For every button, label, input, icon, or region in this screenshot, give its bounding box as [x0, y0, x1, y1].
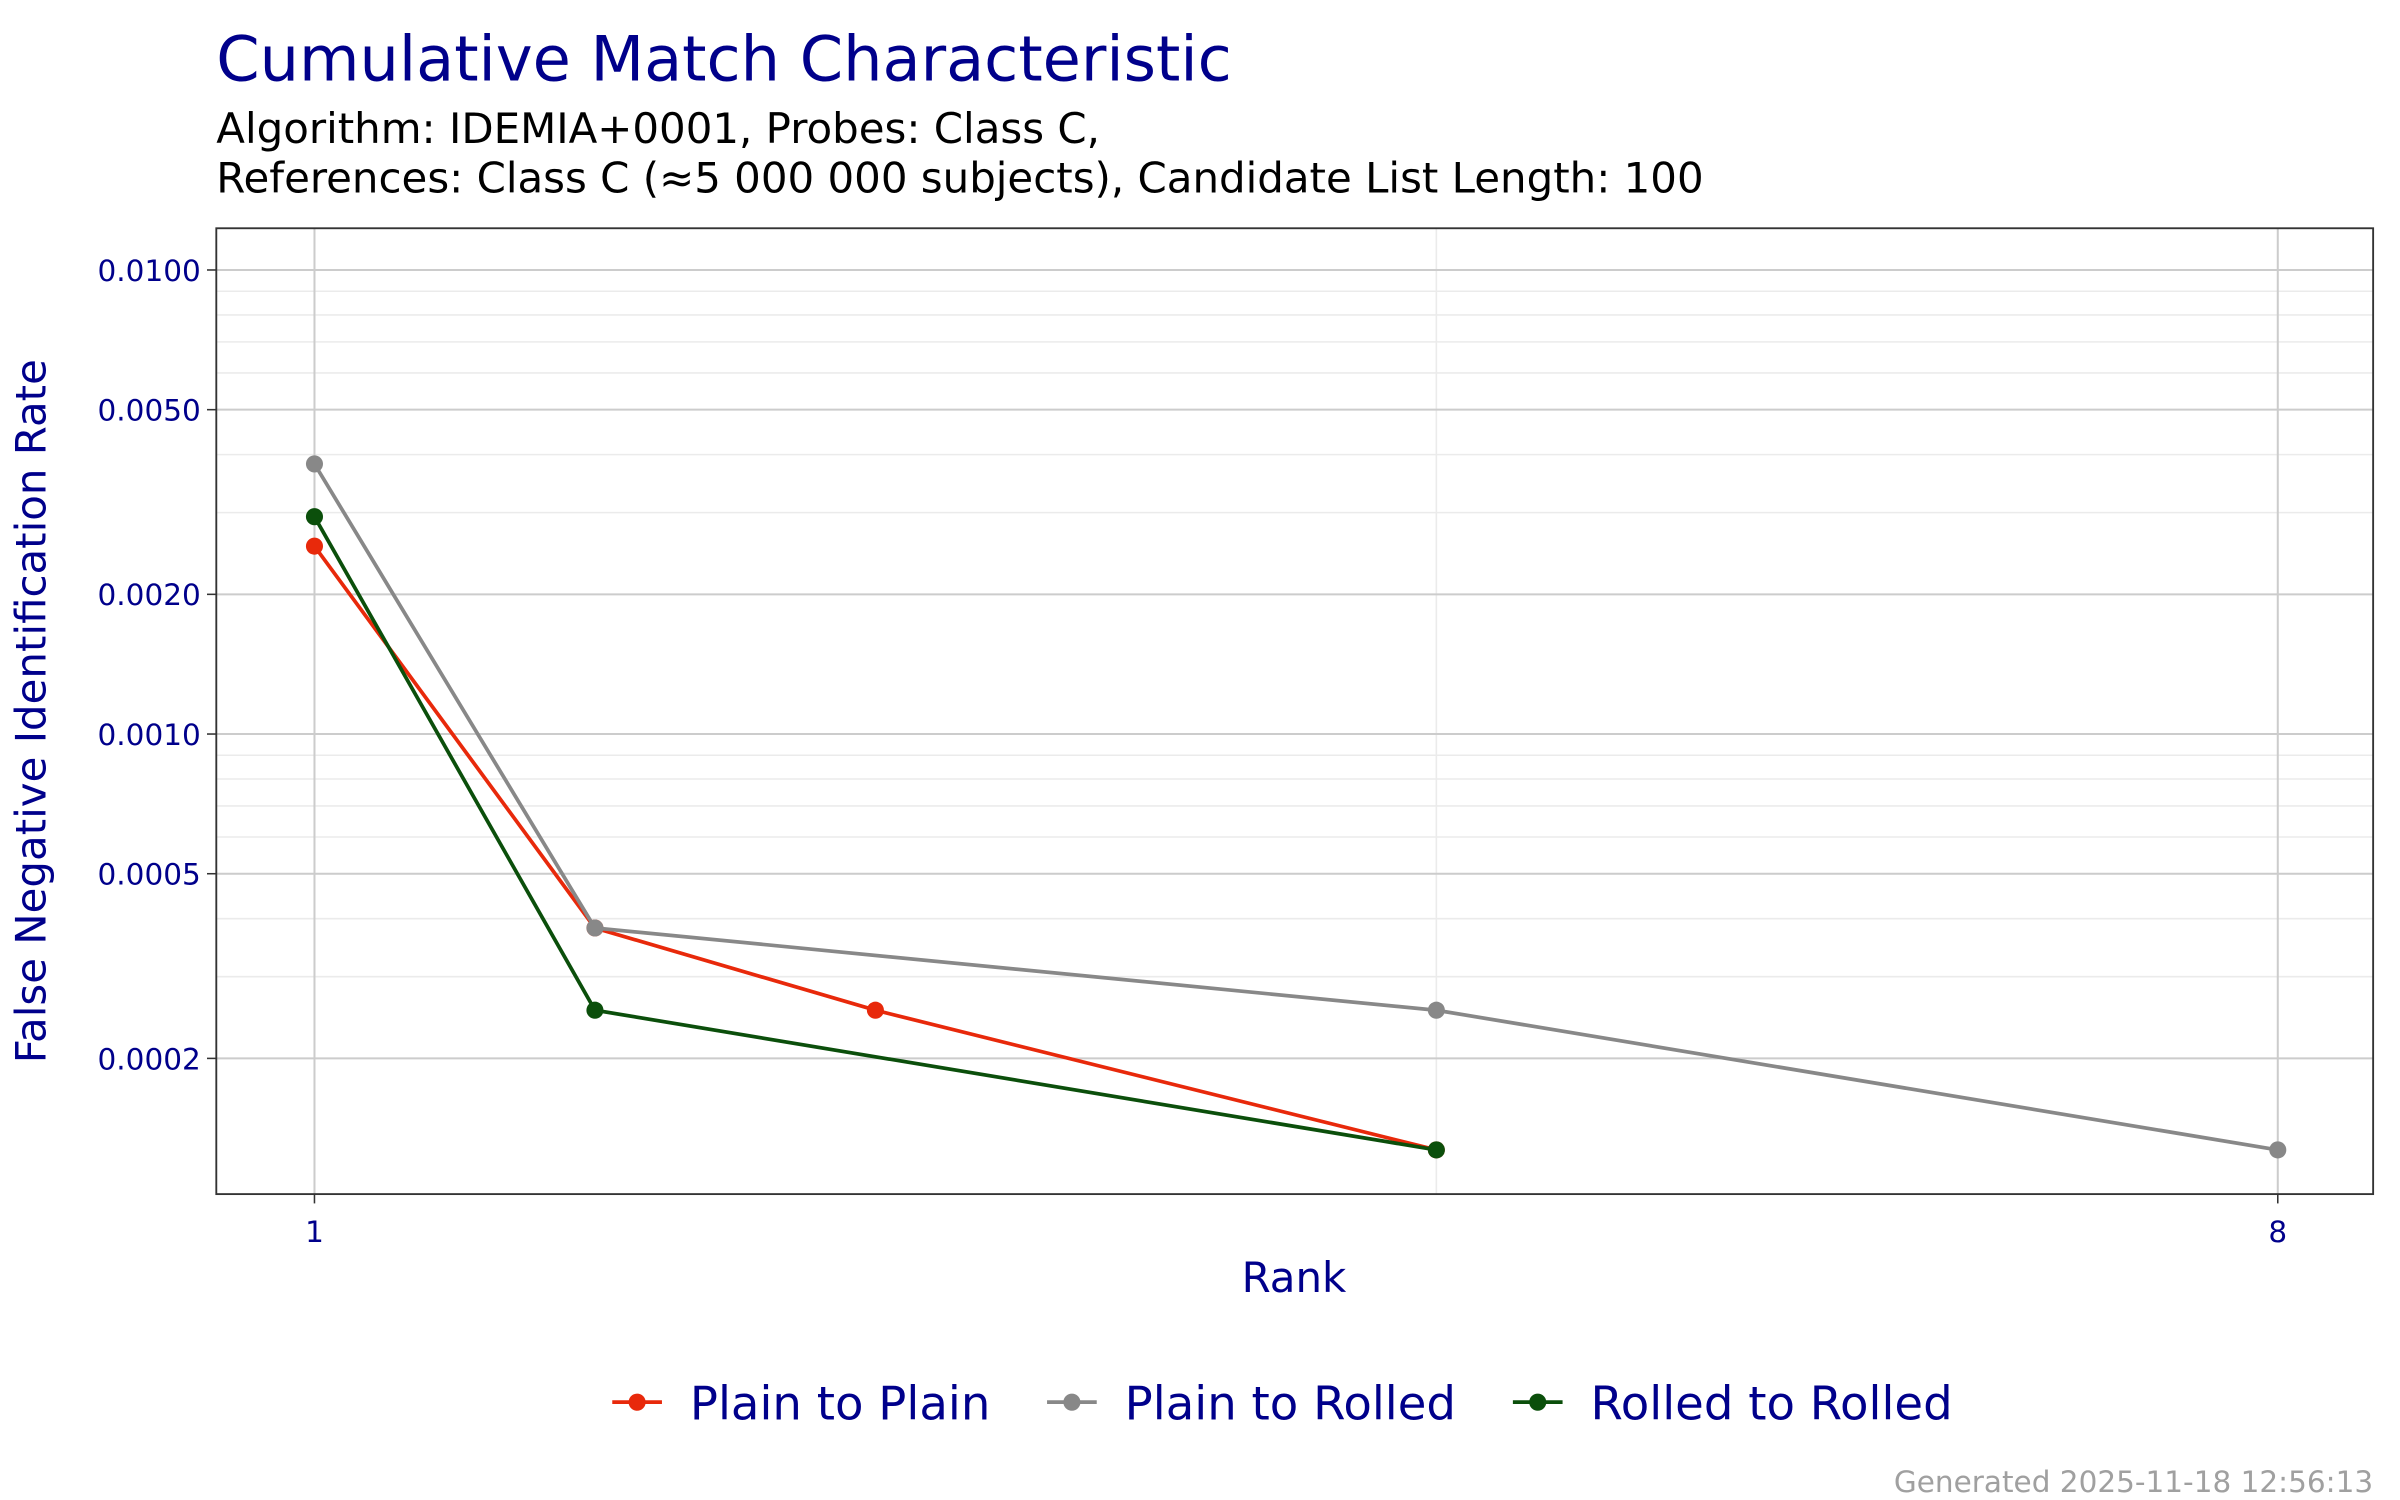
axis-ticks: 0.0002 0.0005 0.0010 0.0020 0.0050 0.0100 1 8	[98, 254, 2288, 1249]
legend-item: Rolled to Rolled	[1512, 1376, 1953, 1430]
data-point	[305, 537, 324, 555]
grid-lines	[216, 228, 2374, 1195]
data-point	[866, 1001, 884, 1019]
series-plain-to-plain	[305, 537, 1445, 1159]
legend-key-point	[1529, 1393, 1547, 1411]
series-layer	[305, 455, 2287, 1159]
y-tick-label: 0.0100	[98, 254, 201, 288]
x-axis-label: Rank	[1242, 1253, 1347, 1302]
legend: Plain to Plain Plain to Rolled Rolled to R…	[612, 1376, 1953, 1430]
data-point	[2269, 1141, 2287, 1159]
data-point	[305, 455, 324, 473]
data-point	[586, 1001, 604, 1019]
chart-subtitle-line-2: References: Class C (≈5 000 000 subjects…	[216, 154, 1703, 203]
data-point	[305, 508, 324, 526]
footer-generated: Generated 2025-11-18 12:56:13	[1894, 1465, 2373, 1499]
y-tick-label: 0.0002	[98, 1042, 201, 1076]
legend-key-point	[628, 1393, 646, 1411]
data-point	[1427, 1141, 1445, 1159]
plot-panel-border	[215, 227, 2375, 1196]
y-tick-label: 0.0020	[98, 578, 201, 612]
series-plain-to-rolled	[305, 455, 2287, 1159]
legend-label: Rolled to Rolled	[1591, 1376, 1953, 1430]
legend-key-point	[1063, 1393, 1081, 1411]
chart-title: Cumulative Match Characteristic	[216, 23, 1232, 96]
chart-subtitle-line-1: Algorithm: IDEMIA+0001, Probes: Class C,	[216, 104, 1100, 153]
series-line	[312, 545, 1437, 1152]
legend-item: Plain to Plain	[612, 1376, 990, 1430]
legend-item: Plain to Rolled	[1047, 1376, 1456, 1430]
x-tick-label: 1	[305, 1215, 324, 1249]
data-point	[1427, 1001, 1445, 1019]
legend-label: Plain to Plain	[690, 1376, 990, 1430]
y-tick-label: 0.0050	[98, 394, 201, 428]
y-tick-label: 0.0010	[98, 718, 201, 752]
y-axis-label: False Negative Identification Rate	[6, 359, 55, 1063]
data-point	[586, 919, 604, 937]
legend-label: Plain to Rolled	[1125, 1376, 1456, 1430]
series-line	[312, 462, 2279, 1152]
x-tick-label: 8	[2268, 1215, 2287, 1249]
y-tick-label: 0.0005	[98, 858, 201, 892]
series-rolled-to-rolled	[305, 508, 1445, 1159]
series-line	[312, 515, 1437, 1152]
